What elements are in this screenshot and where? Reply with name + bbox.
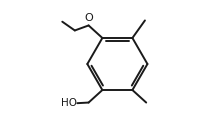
Text: HO: HO [61,98,77,108]
Text: O: O [84,13,93,23]
